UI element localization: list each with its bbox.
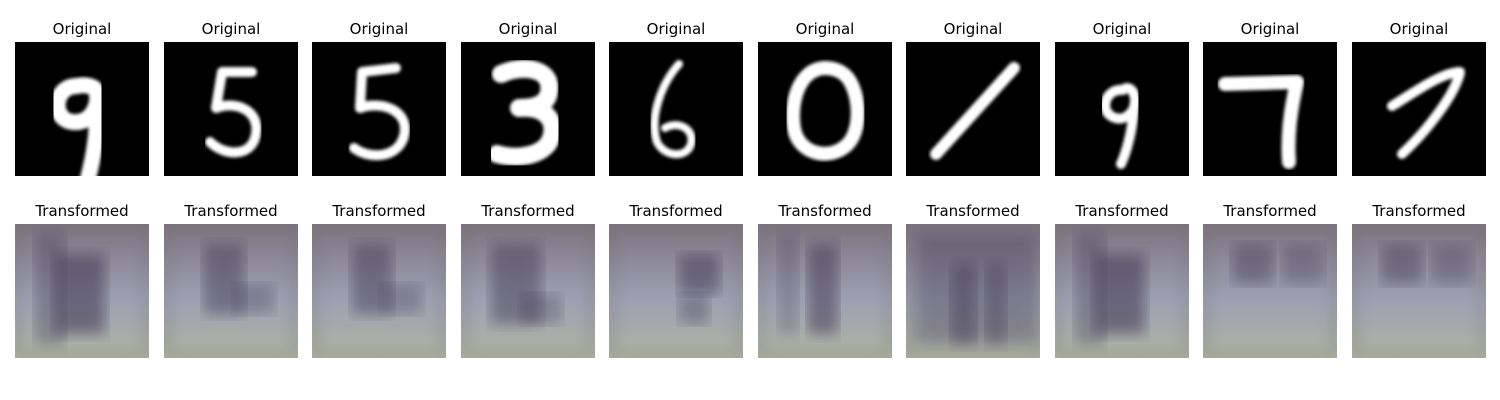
original-title: Original [943, 20, 1003, 38]
transformed-image [906, 224, 1040, 358]
original-digit-image [1055, 42, 1189, 176]
transformed-title: Transformed [1223, 202, 1317, 220]
transformed-title: Transformed [35, 202, 129, 220]
original-digit-image [15, 42, 149, 176]
transformed-title: Transformed [926, 202, 1020, 220]
transformed-title: Transformed [629, 202, 723, 220]
transformed-image [164, 224, 298, 358]
transformed-image [461, 224, 595, 358]
transformed-title: Transformed [1372, 202, 1466, 220]
original-title: Original [1389, 20, 1449, 38]
original-digit-image [461, 42, 595, 176]
transformed-image [1055, 224, 1189, 358]
original-title: Original [1092, 20, 1152, 38]
transformed-image [609, 224, 743, 358]
original-title: Original [349, 20, 409, 38]
original-digit-image [312, 42, 446, 176]
original-digit-image [609, 42, 743, 176]
transformed-image [1352, 224, 1486, 358]
original-digit-image [1352, 42, 1486, 176]
original-title: Original [201, 20, 261, 38]
transformed-image [312, 224, 446, 358]
transformed-image [758, 224, 892, 358]
original-title: Original [498, 20, 558, 38]
original-digit-image [758, 42, 892, 176]
transformed-title: Transformed [332, 202, 426, 220]
original-digit-image [1203, 42, 1337, 176]
transformed-title: Transformed [184, 202, 278, 220]
original-title: Original [795, 20, 855, 38]
original-title: Original [52, 20, 112, 38]
transformed-title: Transformed [481, 202, 575, 220]
original-title: Original [1240, 20, 1300, 38]
transformed-title: Transformed [778, 202, 872, 220]
original-title: Original [646, 20, 706, 38]
transformed-image [15, 224, 149, 358]
original-digit-image [906, 42, 1040, 176]
transformed-title: Transformed [1075, 202, 1169, 220]
transformed-image [1203, 224, 1337, 358]
original-digit-image [164, 42, 298, 176]
